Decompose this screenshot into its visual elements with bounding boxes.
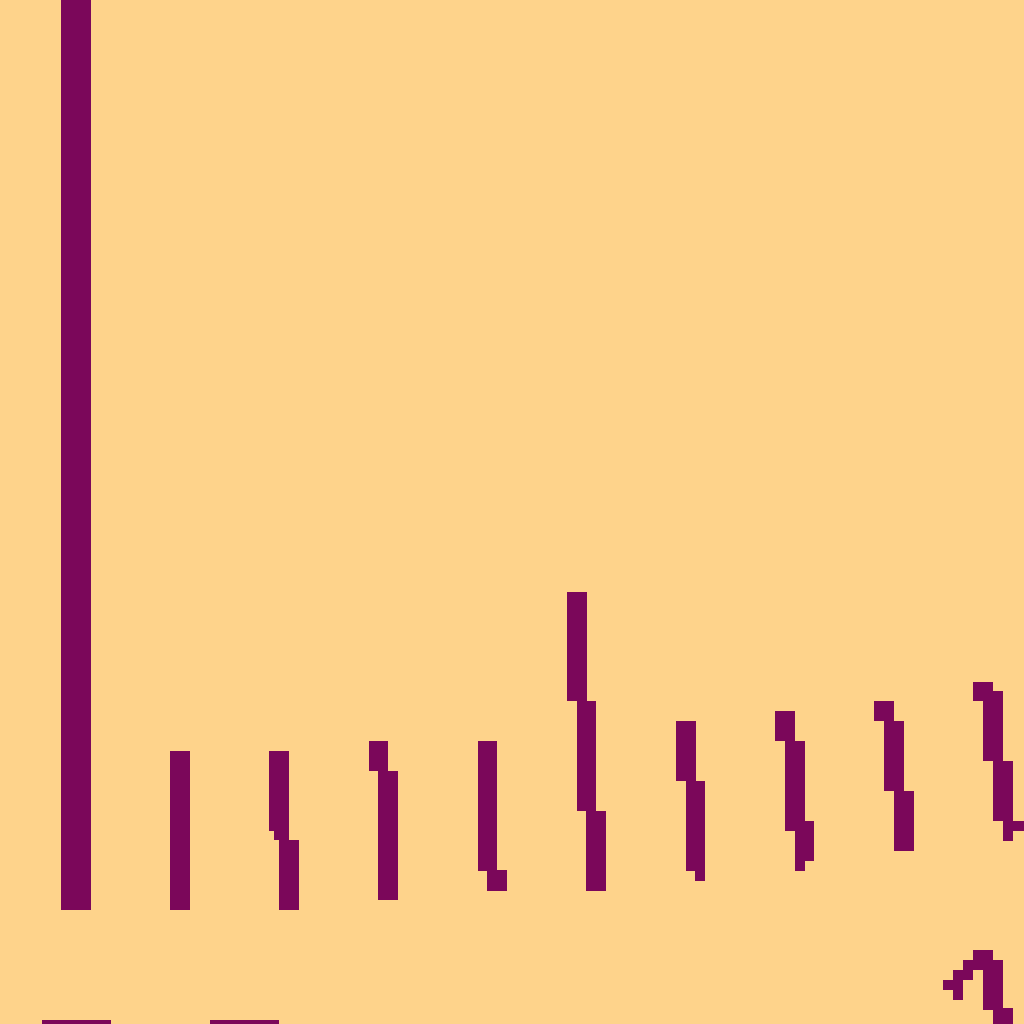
stroke-2: [269, 751, 299, 910]
stroke-4: [478, 741, 507, 891]
stroke-9: [973, 682, 1024, 841]
stroke-5: [567, 592, 606, 891]
stroke-8: [874, 701, 914, 851]
stroke-1: [170, 751, 190, 910]
stroke-7: [775, 711, 814, 871]
tall-bar: [61, 0, 91, 910]
stroke-6: [676, 721, 705, 881]
bottom-mark-1: [42, 1020, 111, 1024]
hook-shape: [943, 950, 1013, 1024]
stroke-3: [369, 741, 398, 900]
bottom-mark-2: [210, 1020, 279, 1024]
